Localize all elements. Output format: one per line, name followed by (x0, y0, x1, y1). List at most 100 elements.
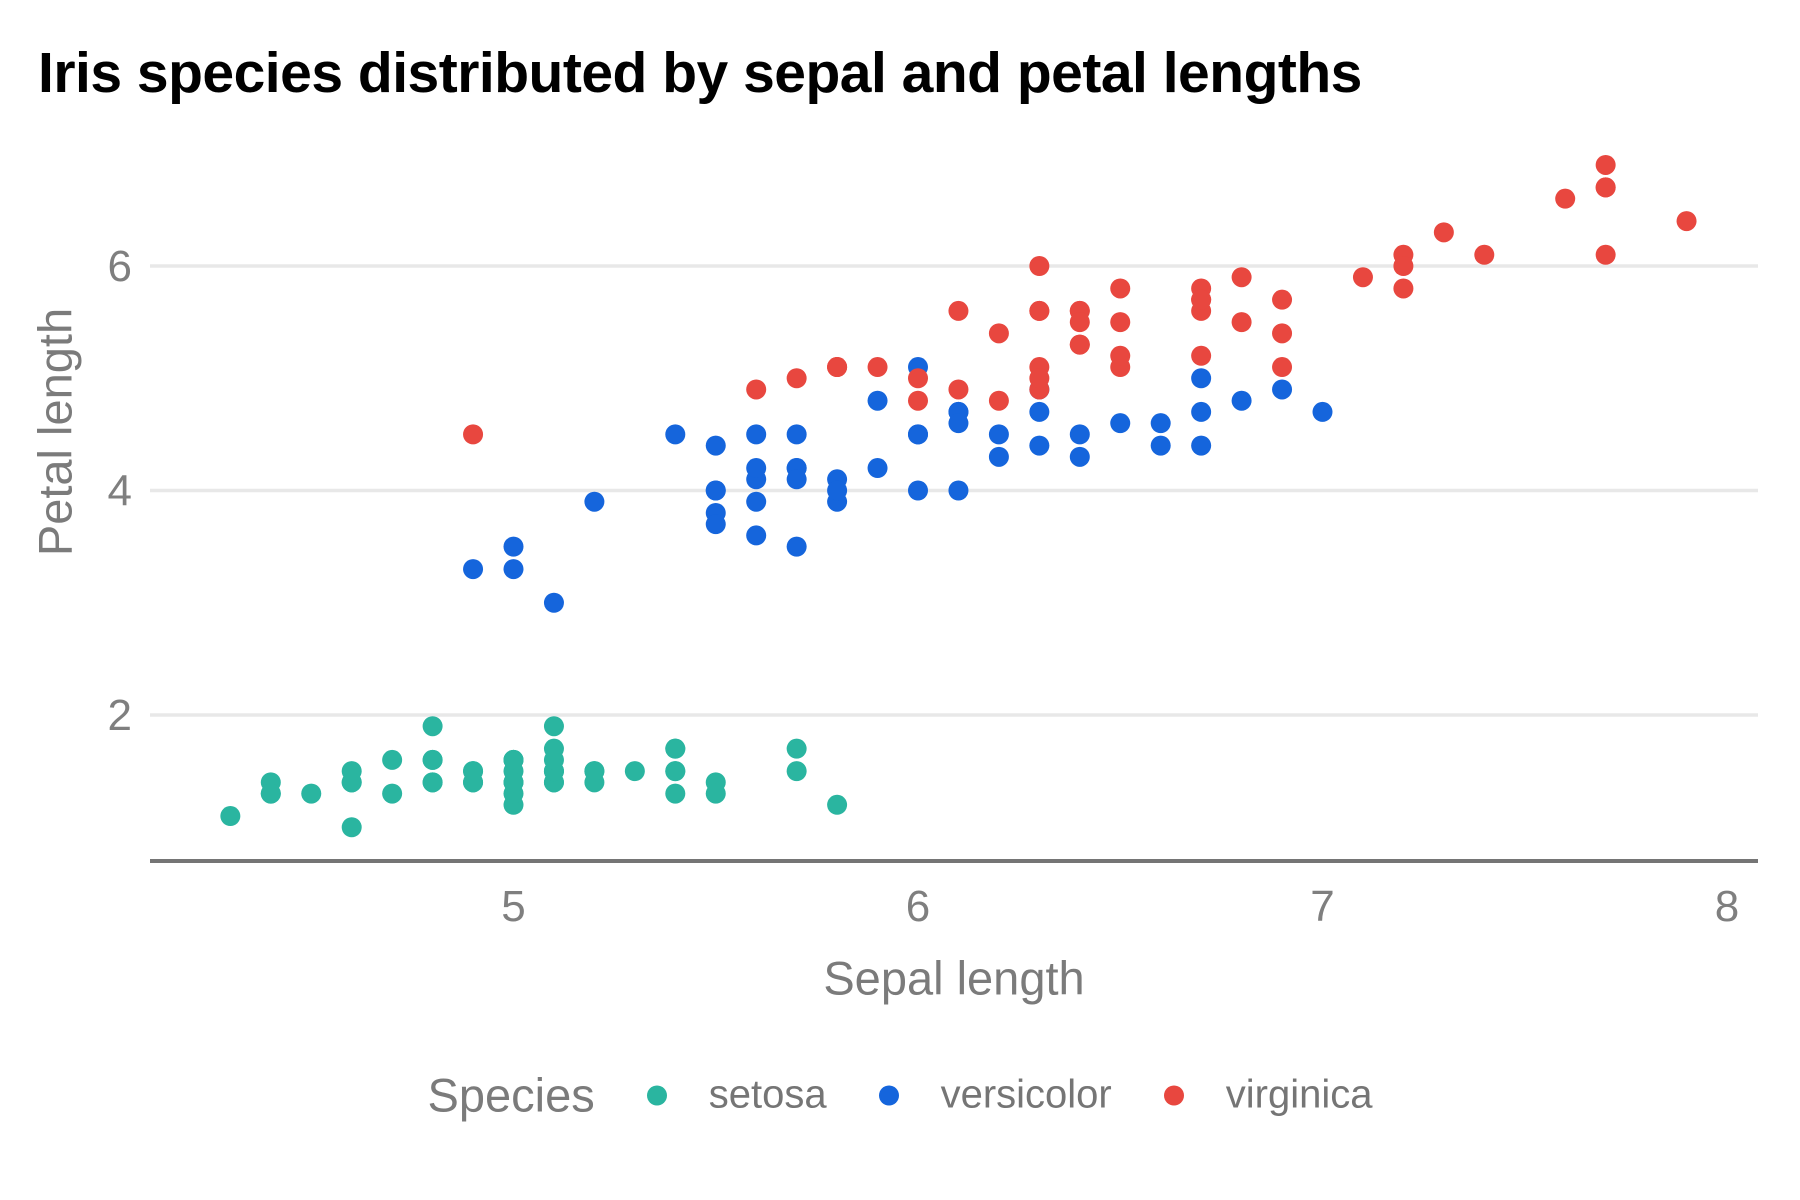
point-versicolor (1150, 435, 1171, 456)
point-virginica (1191, 345, 1212, 366)
point-virginica (908, 368, 928, 389)
point-versicolor (1312, 401, 1333, 422)
point-setosa (786, 761, 807, 782)
point-virginica (1595, 154, 1616, 175)
point-versicolor (1029, 401, 1050, 422)
point-versicolor (584, 491, 605, 512)
point-versicolor (867, 458, 888, 479)
point-versicolor (746, 424, 767, 445)
x-tick-label-7: 7 (1310, 882, 1334, 931)
point-virginica (827, 357, 848, 378)
point-setosa (220, 806, 241, 827)
versicolor-dot-icon (878, 1085, 899, 1105)
point-versicolor (665, 424, 686, 445)
point-virginica (1393, 256, 1414, 276)
point-virginica (908, 390, 928, 411)
legend-item-versicolor: versicolor (878, 1072, 1112, 1118)
point-virginica (1110, 312, 1131, 333)
point-setosa (665, 738, 686, 759)
point-versicolor (746, 458, 767, 479)
legend-label-setosa: setosa (708, 1072, 827, 1117)
point-setosa (665, 761, 686, 782)
y-tick-label-4: 4 (108, 467, 132, 516)
y-axis-title: Petal length (28, 307, 82, 557)
point-virginica (1029, 368, 1050, 389)
x-tick-label-5: 5 (501, 882, 525, 931)
point-setosa (422, 749, 443, 770)
point-setosa (665, 783, 686, 804)
point-virginica (1069, 334, 1090, 355)
point-versicolor (705, 435, 726, 456)
point-setosa (341, 772, 362, 793)
point-versicolor (746, 491, 767, 512)
point-virginica (1231, 267, 1252, 288)
point-virginica (988, 390, 1009, 411)
point-setosa (827, 794, 848, 815)
point-virginica (1272, 323, 1293, 344)
legend-title: Species (427, 1068, 595, 1122)
point-virginica (1110, 278, 1131, 299)
point-virginica (867, 357, 888, 378)
point-setosa (543, 749, 564, 770)
point-versicolor (1191, 435, 1212, 456)
point-virginica (1191, 289, 1212, 310)
point-versicolor (786, 424, 807, 445)
point-setosa (584, 761, 605, 782)
legend-item-setosa: setosa (646, 1072, 827, 1118)
point-versicolor (1231, 390, 1252, 411)
point-virginica (948, 300, 969, 321)
point-virginica (1676, 211, 1697, 232)
point-virginica (786, 368, 807, 389)
point-versicolor (1191, 401, 1212, 422)
point-versicolor (1069, 424, 1090, 445)
point-virginica (1029, 300, 1050, 321)
point-setosa (382, 783, 403, 804)
point-versicolor (867, 390, 888, 411)
point-virginica (988, 323, 1009, 344)
y-tick-label-2: 2 (108, 691, 132, 740)
point-versicolor (908, 480, 928, 501)
point-versicolor (463, 559, 484, 580)
y-tick-label-6: 6 (108, 242, 132, 291)
point-versicolor (503, 559, 524, 580)
point-versicolor (948, 413, 969, 434)
point-virginica (1352, 267, 1373, 288)
point-setosa (301, 783, 322, 804)
point-versicolor (908, 424, 928, 445)
point-setosa (705, 783, 726, 804)
chart-title: Iris species distributed by sepal and pe… (38, 41, 1362, 105)
point-versicolor (1029, 435, 1050, 456)
point-virginica (1393, 278, 1414, 299)
legend-label-virginica: virginica (1225, 1072, 1373, 1117)
legend: Species setosa versicolor virginica (0, 1068, 1800, 1123)
point-versicolor (1150, 413, 1171, 434)
point-setosa (463, 772, 484, 793)
point-setosa (382, 749, 403, 770)
point-setosa (503, 749, 524, 770)
point-setosa (543, 716, 564, 737)
point-setosa (422, 716, 443, 737)
x-tick-label-8: 8 (1715, 882, 1739, 931)
point-virginica (948, 379, 969, 400)
point-setosa (624, 761, 645, 782)
point-virginica (1474, 244, 1495, 265)
point-versicolor (1191, 368, 1212, 389)
legend-item-virginica: virginica (1163, 1072, 1373, 1118)
point-versicolor (1272, 379, 1293, 400)
point-versicolor (786, 469, 807, 490)
point-virginica (1110, 345, 1131, 366)
legend-label-versicolor: versicolor (940, 1072, 1112, 1117)
point-versicolor (746, 525, 767, 546)
point-versicolor (988, 424, 1009, 445)
point-virginica (1069, 312, 1090, 333)
point-setosa (260, 783, 281, 804)
point-setosa (503, 772, 524, 793)
point-setosa (341, 817, 362, 838)
point-virginica (1595, 177, 1616, 198)
point-virginica (1555, 188, 1576, 209)
point-setosa (422, 772, 443, 793)
point-versicolor (543, 592, 564, 613)
point-versicolor (827, 480, 848, 501)
point-versicolor (503, 536, 524, 557)
point-versicolor (705, 514, 726, 535)
